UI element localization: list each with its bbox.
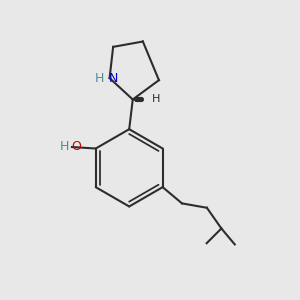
Text: H: H [60,140,69,153]
Text: H: H [152,94,160,103]
Text: H: H [95,72,104,85]
Text: N: N [109,72,118,85]
Text: O: O [71,140,81,153]
